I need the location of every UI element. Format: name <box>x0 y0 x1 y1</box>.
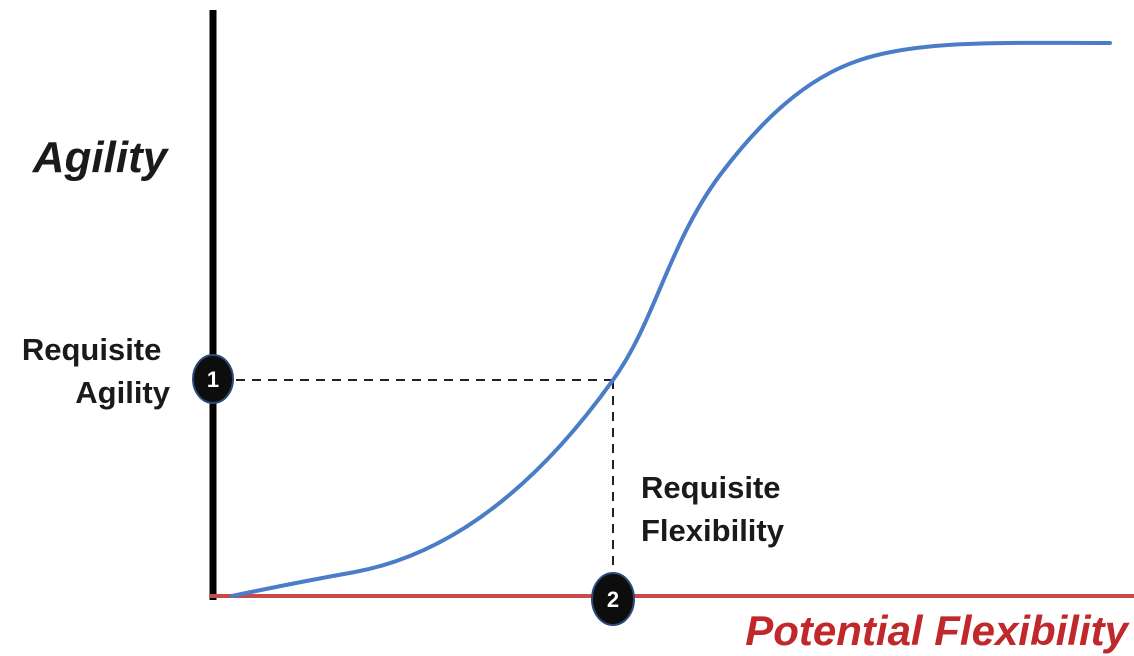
requisite-agility-label-line-2: Agility <box>75 375 170 410</box>
y-axis-title: Agility <box>32 133 170 182</box>
x-axis-title: Potential Flexibility <box>745 607 1130 654</box>
marker-2-number: 2 <box>607 587 619 612</box>
requisite-flexibility-label-line-1: Requisite <box>641 470 781 505</box>
requisite-flexibility-label: Requisite Flexibility <box>641 470 789 548</box>
agility-curve <box>230 40 1112 598</box>
marker-1-number: 1 <box>207 367 219 392</box>
requisite-agility-label: Requisite Agility <box>22 332 171 410</box>
requisite-flexibility-label-line-2: Flexibility <box>641 513 785 548</box>
requisite-agility-label-line-1: Requisite <box>22 332 162 367</box>
marker-1: 1 <box>192 354 234 404</box>
marker-1-badge <box>192 354 234 404</box>
marker-2: 2 <box>591 572 635 626</box>
marker-2-badge <box>591 572 635 626</box>
